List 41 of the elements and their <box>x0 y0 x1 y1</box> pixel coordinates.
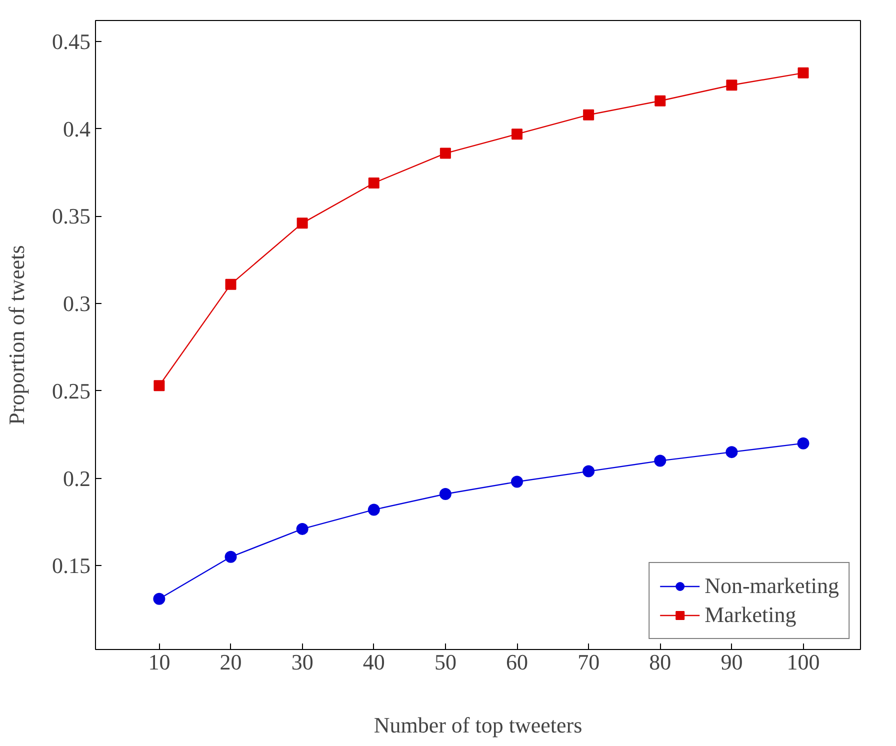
point <box>296 522 308 535</box>
point <box>154 380 165 392</box>
point <box>726 80 738 91</box>
point <box>224 550 237 563</box>
point <box>153 592 166 605</box>
x-tick-label: 50 <box>434 650 456 674</box>
point <box>368 177 380 188</box>
point <box>439 488 452 500</box>
point <box>225 278 236 290</box>
point <box>654 454 666 467</box>
x-tick-label: 70 <box>578 650 600 674</box>
x-tick-label: 10 <box>148 650 170 674</box>
point <box>798 67 809 78</box>
y-tick-label: 0.3 <box>63 291 90 316</box>
x-tick-label: 30 <box>291 650 314 674</box>
point <box>511 476 523 488</box>
x-tick-label: 100 <box>786 650 820 674</box>
x-tick-label: 90 <box>720 650 743 674</box>
point <box>797 437 810 450</box>
point <box>440 148 451 159</box>
y-tick-label: 0.35 <box>52 204 90 229</box>
y-tick-label: 0.4 <box>63 116 90 142</box>
point <box>654 95 666 106</box>
x-tick-label: 40 <box>362 650 385 674</box>
y-tick-label: 0.45 <box>52 28 90 54</box>
y-tick-label: 0.2 <box>63 466 90 491</box>
point <box>368 504 380 516</box>
point <box>512 128 522 140</box>
point <box>583 109 594 120</box>
point <box>296 218 308 229</box>
y-tick-label: 0.25 <box>52 378 90 404</box>
x-tick-label: 20 <box>220 650 242 674</box>
point <box>726 446 738 458</box>
point <box>582 465 595 478</box>
y-axis-title: Proportion of tweets <box>4 245 29 425</box>
legend-label: Non-marketing <box>704 573 839 599</box>
x-tick-label: 60 <box>506 650 528 674</box>
x-axis-title: Number of top tweeters <box>374 712 582 738</box>
y-tick-label: 0.15 <box>52 553 90 578</box>
legend-label: Marketing <box>704 602 796 628</box>
x-tick-label: 80 <box>649 650 672 674</box>
